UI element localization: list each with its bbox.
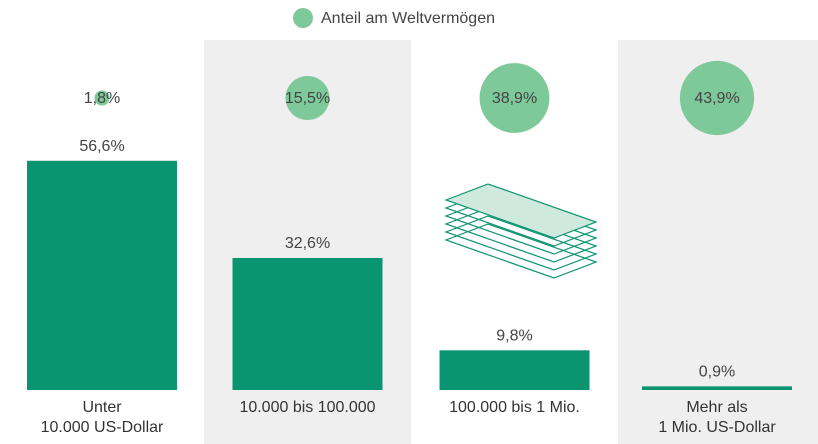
bar <box>439 350 590 390</box>
bar-label: 32,6% <box>285 235 330 252</box>
bubble-label: 15,5% <box>285 90 330 107</box>
bubble <box>679 60 755 136</box>
bubble-label: 1,8% <box>84 90 120 107</box>
bar <box>232 257 383 390</box>
x-tick-label: Mehr als 1 Mio. US-Dollar <box>658 399 776 436</box>
legend-marker <box>293 8 313 28</box>
x-tick-label: 100.000 bis 1 Mio. <box>449 399 580 416</box>
bar <box>642 386 792 390</box>
legend-label: Anteil am Weltvermögen <box>321 10 495 27</box>
bar-label: 9,8% <box>496 328 532 345</box>
bubble <box>285 75 330 121</box>
x-tick-label: 10.000 bis 100.000 <box>239 399 376 416</box>
money-icon <box>444 183 598 279</box>
bar <box>27 160 177 390</box>
bar-label: 0,9% <box>699 364 735 381</box>
bubble <box>479 63 550 133</box>
bar-label: 56,6% <box>79 138 124 155</box>
x-tick-label: Unter 10.000 US-Dollar <box>40 399 164 436</box>
bubble-label: 38,9% <box>492 90 537 107</box>
bubble <box>94 90 110 106</box>
bubble-label: 43,9% <box>694 90 739 107</box>
